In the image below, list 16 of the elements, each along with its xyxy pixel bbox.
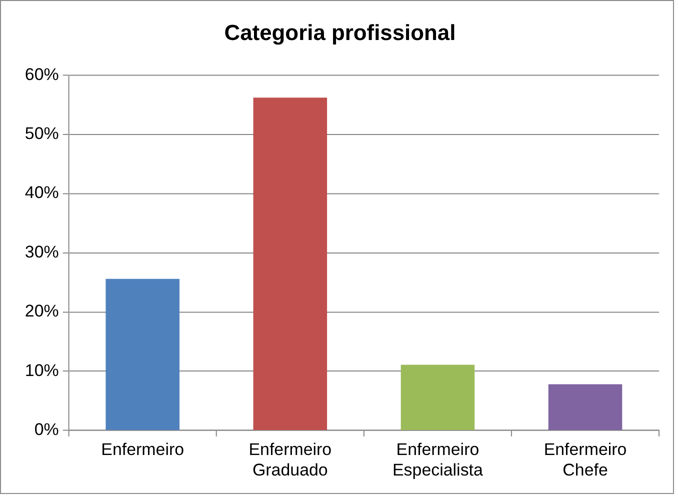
y-tick-label: 50% xyxy=(24,124,59,143)
chart-title: Categoria profissional xyxy=(224,20,456,46)
y-tick-label: 40% xyxy=(24,183,59,202)
y-tick-label: 30% xyxy=(24,242,59,262)
y-tick-label: 10% xyxy=(24,360,59,380)
bar xyxy=(253,98,328,430)
x-tick-label: Enfermeiro Chefe xyxy=(544,440,627,480)
bar xyxy=(548,384,622,430)
x-tick-label: Enfermeiro xyxy=(101,440,184,460)
y-tick-label: 0% xyxy=(34,420,59,440)
y-tick-label: 20% xyxy=(24,302,59,321)
x-tick-label: Enfermeiro Especialista xyxy=(392,440,484,480)
y-tick-label: 60% xyxy=(24,64,59,84)
bar xyxy=(106,278,180,430)
x-tick-label: Enfermeiro Graduado xyxy=(248,440,332,480)
bar xyxy=(400,364,475,430)
